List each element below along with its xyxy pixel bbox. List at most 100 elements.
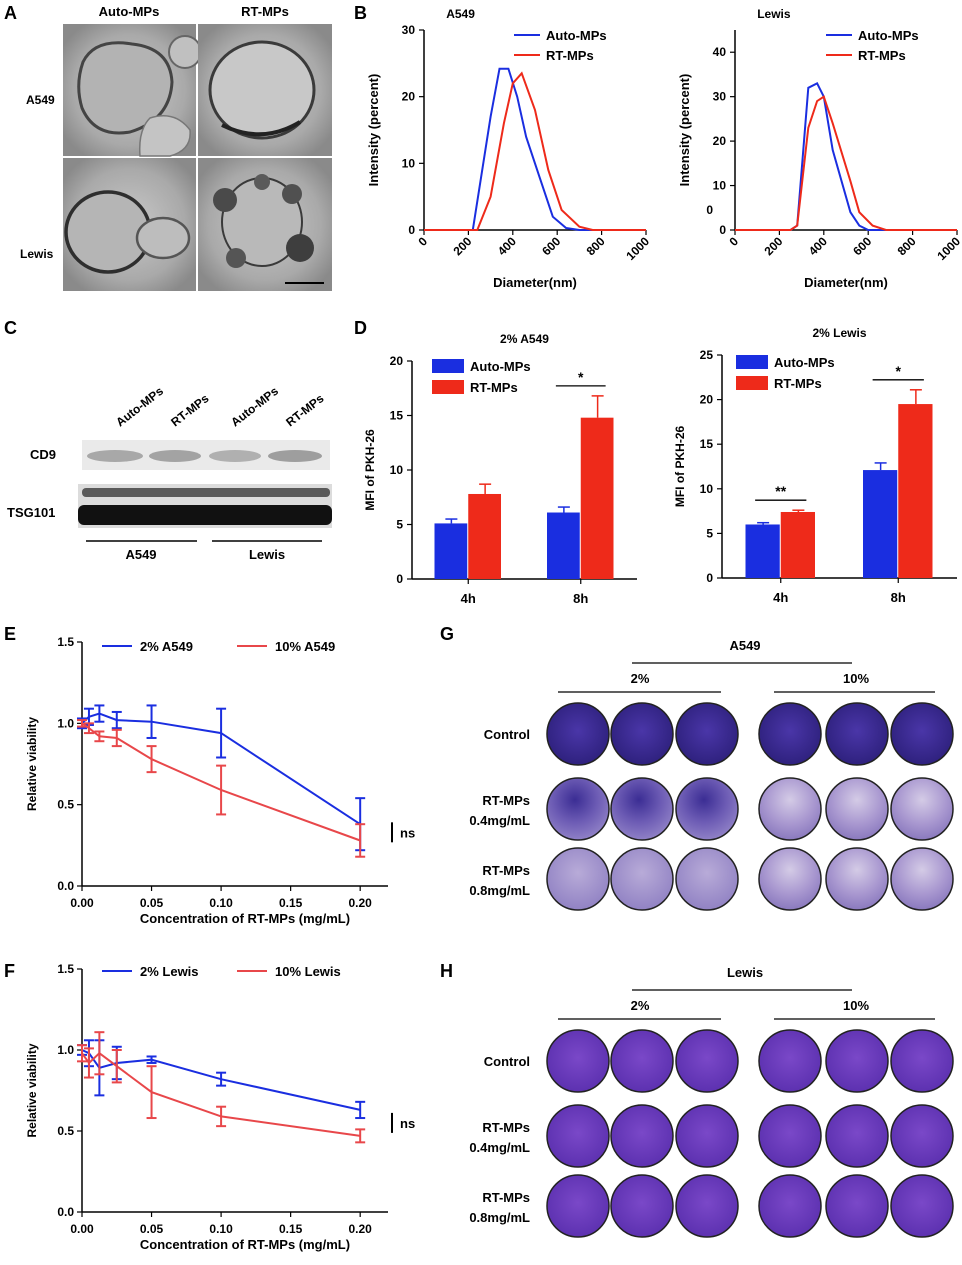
y-tick-label: 0 — [706, 571, 713, 585]
plate-well — [546, 1104, 610, 1168]
series-line-auto-mps — [735, 81, 957, 231]
x-tick-label: 200 — [450, 234, 474, 258]
x-tick-label: 400 — [495, 234, 519, 258]
tem-image-lewis-rt — [198, 158, 332, 291]
plate-well — [890, 1104, 954, 1168]
chart-d-lewis: 2% Lewis 0 5 10 15 20 25 MFI of PKH-26 4h ** 8h * Au… — [673, 326, 957, 605]
plate-well — [546, 1174, 610, 1238]
plate-well — [546, 1029, 610, 1093]
wb-group-label: A549 — [125, 547, 156, 562]
chart-title: 2% A549 — [500, 332, 549, 346]
plate-well — [610, 1104, 674, 1168]
x-tick-label: 200 — [761, 234, 785, 258]
x-tick-label: 0.15 — [279, 1222, 303, 1236]
plate-title: A549 — [729, 638, 760, 653]
plate-well — [610, 1174, 674, 1238]
significance-label: * — [578, 369, 584, 385]
plate-well — [890, 702, 954, 766]
y-tick-label: 0.0 — [57, 1205, 74, 1219]
plate-well — [758, 847, 822, 911]
x-tick-label: 0 — [415, 234, 430, 249]
plate-row-label: Control — [484, 727, 530, 742]
chart-d-a549: 2% A549 0 5 10 15 20 MFI of PKH-26 4h 8h * Auto-MP… — [363, 332, 637, 606]
y-tick-label: 0.0 — [57, 879, 74, 893]
y-axis-label: MFI of PKH-26 — [673, 426, 687, 508]
wb-tsg101-main-band — [78, 505, 332, 525]
panel-letter-a: A — [4, 3, 17, 23]
legend-label: 10% Lewis — [275, 964, 341, 979]
x-tick-label: 0.20 — [349, 1222, 373, 1236]
legend-label: Auto-MPs — [774, 355, 835, 370]
plate-row-label: 0.4mg/mL — [469, 1140, 530, 1155]
legend-swatch — [736, 355, 768, 369]
legend-label: 2% Lewis — [140, 964, 199, 979]
wb-protein-label: CD9 — [30, 447, 56, 462]
x-tick-label: 800 — [584, 234, 608, 258]
legend-swatch — [432, 380, 464, 394]
panel-g-plates: A549 2% 10% Control RT-MPs 0.4mg/mL RT-MPs 0.8m… — [469, 638, 954, 911]
chart-b-a549: A549 0 10 20 30 0 200 400 600 800 1000 Diameter(nm)… — [366, 7, 652, 290]
plate-well — [675, 847, 739, 911]
x-axis-label: Concentration of RT-MPs (mg/mL) — [140, 911, 350, 926]
y-tick-label: 25 — [700, 348, 714, 362]
wb-protein-label: TSG101 — [7, 505, 55, 520]
wb-lane-label: RT-MPs — [283, 391, 327, 429]
plate-well — [890, 1029, 954, 1093]
legend-label: 10% A549 — [275, 639, 335, 654]
significance-label: ** — [775, 483, 786, 499]
wb-lane-label: Auto-MPs — [228, 384, 281, 430]
wb-lane-label: RT-MPs — [168, 391, 212, 429]
y-tick-label: 1.0 — [57, 716, 74, 730]
y-tick-label: 20 — [402, 90, 416, 104]
plate-well — [825, 1029, 889, 1093]
plate-well — [546, 847, 610, 911]
y-axis-label: MFI of PKH-26 — [363, 429, 377, 511]
y-tick-label: 0 — [408, 223, 415, 237]
panel-letter-f: F — [4, 961, 15, 981]
plate-well — [610, 777, 674, 841]
x-tick-label: 600 — [850, 234, 874, 258]
y-tick-label: 20 — [700, 393, 714, 407]
legend-swatch — [736, 376, 768, 390]
tem-image-lewis-auto — [63, 158, 196, 291]
y-tick-label: 10 — [713, 179, 727, 193]
x-tick-label: 0.10 — [209, 1222, 233, 1236]
y-tick-label: 10 — [402, 156, 416, 170]
plate-well — [675, 777, 739, 841]
bar-auto-mps — [745, 524, 780, 578]
legend-label: RT-MPs — [546, 48, 594, 63]
y-axis-label: Relative viability — [25, 717, 39, 811]
legend-label: Auto-MPs — [546, 28, 607, 43]
series-line-rt-mps — [424, 71, 646, 231]
plate-well — [546, 702, 610, 766]
bar-rt-mps — [468, 493, 501, 579]
plate-row-label: RT-MPs — [482, 863, 530, 878]
chart-title: 2% Lewis — [812, 326, 866, 340]
plate-well — [825, 777, 889, 841]
x-tick-label: 400 — [806, 234, 830, 258]
plate-well — [758, 777, 822, 841]
wb-tsg101-upper-band — [82, 488, 330, 497]
y-tick-label: 1.0 — [57, 1043, 74, 1057]
plate-well — [890, 847, 954, 911]
plate-well — [675, 1029, 739, 1093]
wb-cd9-band — [149, 450, 201, 462]
plate-group-label: 10% — [843, 671, 869, 686]
panel-a-tem: Auto-MPs RT-MPs A549 Lewis — [20, 4, 332, 291]
y-tick-label: 15 — [700, 437, 714, 451]
x-tick-label: 4h — [461, 591, 476, 606]
x-axis-label: Diameter(nm) — [804, 275, 888, 290]
tem-image-a549-auto — [63, 24, 202, 157]
x-tick-label: 0.05 — [140, 1222, 164, 1236]
panel-letter-b: B — [354, 3, 367, 23]
y-tick-label: 0.5 — [57, 1124, 74, 1138]
plate-row-label: RT-MPs — [482, 1120, 530, 1135]
panel-letter-h: H — [440, 961, 453, 981]
bar-rt-mps — [580, 417, 614, 579]
plate-well — [610, 702, 674, 766]
y-tick-label: 20 — [713, 134, 727, 148]
bar-auto-mps — [547, 512, 580, 579]
x-tick-label: 0 — [726, 234, 741, 249]
plate-well — [758, 1029, 822, 1093]
